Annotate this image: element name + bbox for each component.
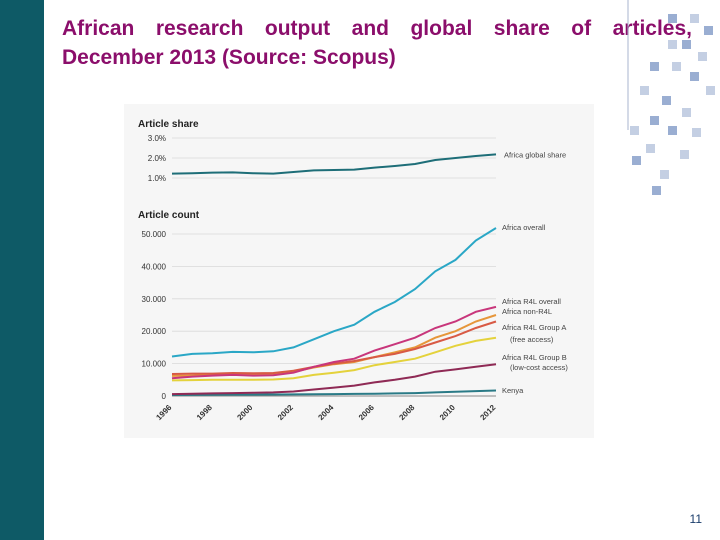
deco-square [640, 86, 649, 95]
count-legend-label: Africa R4L Group B [502, 353, 567, 362]
count-series-line [171, 336, 497, 382]
count-xtick-label: 2000 [235, 403, 254, 422]
deco-square [652, 186, 661, 195]
deco-square [668, 40, 677, 49]
count-ytick-label: 50.000 [142, 230, 167, 239]
article-chart: Article share Article count 1.0% 2.0% 3.0% Af… [138, 119, 568, 422]
share-ytick-label: 1.0% [148, 174, 166, 183]
count-xtick-label: 2006 [357, 403, 376, 422]
deco-square [680, 150, 689, 159]
deco-square [668, 126, 677, 135]
deco-square [690, 72, 699, 81]
page-number: 11 [689, 512, 702, 526]
share-ytick-label: 2.0% [148, 154, 166, 163]
deco-square [646, 144, 655, 153]
deco-square [682, 40, 691, 49]
count-ytick-label: 20.000 [142, 327, 167, 336]
count-chart-title: Article count [138, 210, 200, 221]
count-series-line [171, 227, 497, 358]
deco-square [650, 116, 659, 125]
deco-square [632, 156, 641, 165]
title-line-1: African research output and global share… [62, 17, 692, 40]
deco-square [660, 170, 669, 179]
count-xtick-label: 1998 [195, 403, 214, 422]
chart-panel [124, 104, 594, 438]
count-legend-label: (low-cost access) [510, 363, 568, 372]
count-ytick-label: 30.000 [142, 295, 167, 304]
share-series-label: Africa global share [504, 150, 566, 159]
deco-square [698, 52, 707, 61]
count-ytick-label: 10.000 [142, 360, 167, 369]
count-xtick-label: 2004 [316, 403, 335, 422]
share-ytick-label: 3.0% [148, 134, 166, 143]
deco-square [682, 108, 691, 117]
count-series-line [171, 305, 497, 380]
share-series-line [171, 153, 497, 175]
count-xtick-label: 1996 [154, 403, 173, 422]
count-xtick-label: 2008 [397, 403, 416, 422]
slide-title: African research output and global share… [62, 14, 692, 72]
count-legend-label: Africa R4L Group A [502, 323, 566, 332]
deco-square [662, 96, 671, 105]
count-legend-label: Africa R4L overall [502, 297, 561, 306]
count-legend-label: Africa non-R4L [502, 307, 552, 316]
count-ytick-label: 40.000 [142, 262, 167, 271]
sidebar-band [0, 0, 44, 540]
deco-square [668, 14, 677, 23]
deco-square [690, 14, 699, 23]
count-series-line [171, 389, 497, 396]
count-legend-label: Africa overall [502, 223, 546, 232]
count-legend-label: Kenya [502, 386, 524, 395]
count-xtick-label: 2002 [276, 403, 295, 422]
count-series-line [171, 320, 497, 375]
deco-square [692, 128, 701, 137]
deco-square [672, 62, 681, 71]
deco-square [706, 86, 715, 95]
count-series-line [171, 363, 497, 396]
deco-square [630, 126, 639, 135]
count-legend-label: (free access) [510, 335, 554, 344]
count-xtick-label: 2010 [438, 403, 457, 422]
deco-square [650, 62, 659, 71]
count-ytick-label: 0 [162, 392, 167, 401]
deco-square [704, 26, 713, 35]
count-xtick-label: 2012 [478, 403, 497, 422]
share-chart-title: Article share [138, 119, 199, 130]
title-line-2: December 2013 (Source: Scopus) [62, 46, 396, 69]
